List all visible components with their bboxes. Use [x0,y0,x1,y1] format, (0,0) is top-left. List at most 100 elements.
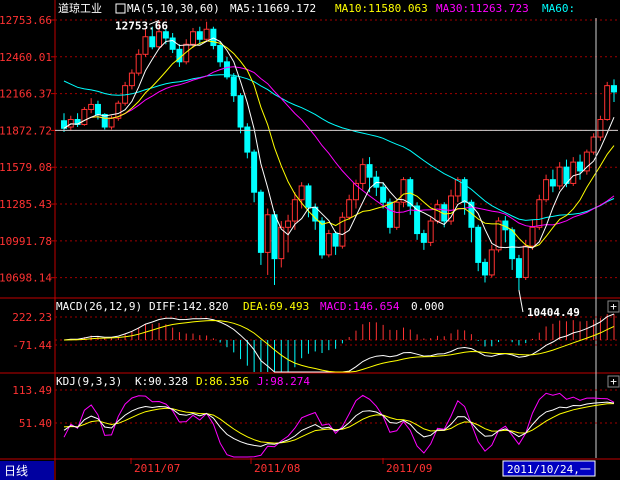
y-tick-label: 10698.14 [0,272,52,285]
macd-y-tick-label: -71.44 [12,339,52,352]
candle-body [88,103,95,110]
candle-body [210,28,217,47]
low-marker [518,289,524,313]
candle-body [162,31,169,39]
index-name: 道琼工业 [58,1,102,15]
macd-title: MACD(26,12,9) [56,300,142,313]
candle-body [549,179,556,187]
candle-body [495,220,502,251]
candle-body [223,61,230,78]
ma60-value: MA60: [542,2,575,15]
candle-body [590,136,597,153]
candle-body [346,199,353,218]
candle-body [190,31,197,45]
ma-legend-icon[interactable] [115,3,126,14]
candle-body [271,214,278,260]
x-axis-label: 2011/08 [254,462,300,475]
candle-body [135,53,142,74]
kdj-k-value: K:90.328 [135,375,188,388]
macd-y-tick-label: 222.23 [12,311,52,324]
candle-body [509,229,516,260]
candle-body [366,164,373,178]
candle-body [570,161,577,184]
y-tick-label: 10991.78 [0,235,52,248]
candle-body [556,166,563,187]
y-tick-label: 12460.01 [0,51,52,64]
ma10-line [63,40,615,249]
candle-body [434,204,441,222]
candle-body [169,37,176,50]
kdj-j-value: J:98.274 [257,375,310,388]
candle-body [128,72,135,87]
candle-body [257,191,264,253]
candle-body [285,220,292,228]
candle-body [81,108,88,126]
candle-body [156,31,163,48]
ma30-line [63,66,615,228]
kdj-k-line [63,401,615,447]
candle-body [420,233,427,243]
x-axis-label: 2011/09 [386,462,432,475]
kdj-y-tick-label: 51.40 [19,417,52,430]
kdj-expand-button[interactable] [607,375,620,388]
y-tick-label: 12753.66 [0,14,52,27]
candle-body [217,45,224,63]
macd-expand-button[interactable] [607,300,620,313]
candle-body [115,102,122,119]
macd-dea-line [63,319,615,373]
candle-body [339,216,346,247]
kdj-title: KDJ(9,3,3) [56,375,122,388]
candle-body [604,85,611,120]
candle-body [278,226,285,260]
header-bg [56,2,246,15]
candle-body [359,164,366,184]
candle-body [461,179,468,203]
candle-body [522,245,529,278]
candle-body [237,95,244,128]
candle-body [529,226,536,247]
macd-diff-line [63,313,615,373]
candle-body [386,201,393,228]
macd-diff-value: DIFF:142.820 [149,300,228,313]
candle-body [611,85,617,93]
candle-body [488,249,495,276]
kdj-y-tick-label: 113.49 [12,384,52,397]
macd-zero-value: 0.000 [411,300,444,313]
candle-body [332,233,339,247]
candle-body [536,199,543,228]
macd-value: MACD:146.654 [320,300,400,313]
high-price-label: 12753.66 [115,19,168,32]
candle-body [196,31,203,40]
ma5-value: MA5:11669.172 [230,2,316,15]
candle-body [67,118,74,128]
candle-body [543,179,550,201]
candle-body [393,201,400,228]
candle-body [203,28,210,40]
candle-body [454,179,461,197]
y-tick-label: 11579.08 [0,161,52,174]
cursor-date-box [502,460,596,477]
ma5-line [63,37,615,249]
candle-body [264,214,271,253]
candle-body [380,186,387,203]
candle-body [515,258,522,278]
candle-body [468,201,475,228]
candle-body [291,199,298,222]
macd-dea-value: DEA:69.493 [243,300,309,313]
high-marker [148,19,160,25]
candle-body [481,261,488,276]
y-tick-label: 11285.43 [0,198,52,211]
candle-body [352,182,359,201]
candle-body [319,220,326,256]
candle-body [101,113,108,128]
period-tab[interactable] [0,461,54,480]
ma30-value: MA30:11263.723 [436,2,529,15]
candle-body [325,233,332,256]
macd-plus-icon: + [610,300,617,313]
cursor-date-label: 2011/10/24,一 [507,463,591,476]
ma60-line [63,74,615,221]
candle-body [427,220,434,243]
candle-body [577,161,584,172]
